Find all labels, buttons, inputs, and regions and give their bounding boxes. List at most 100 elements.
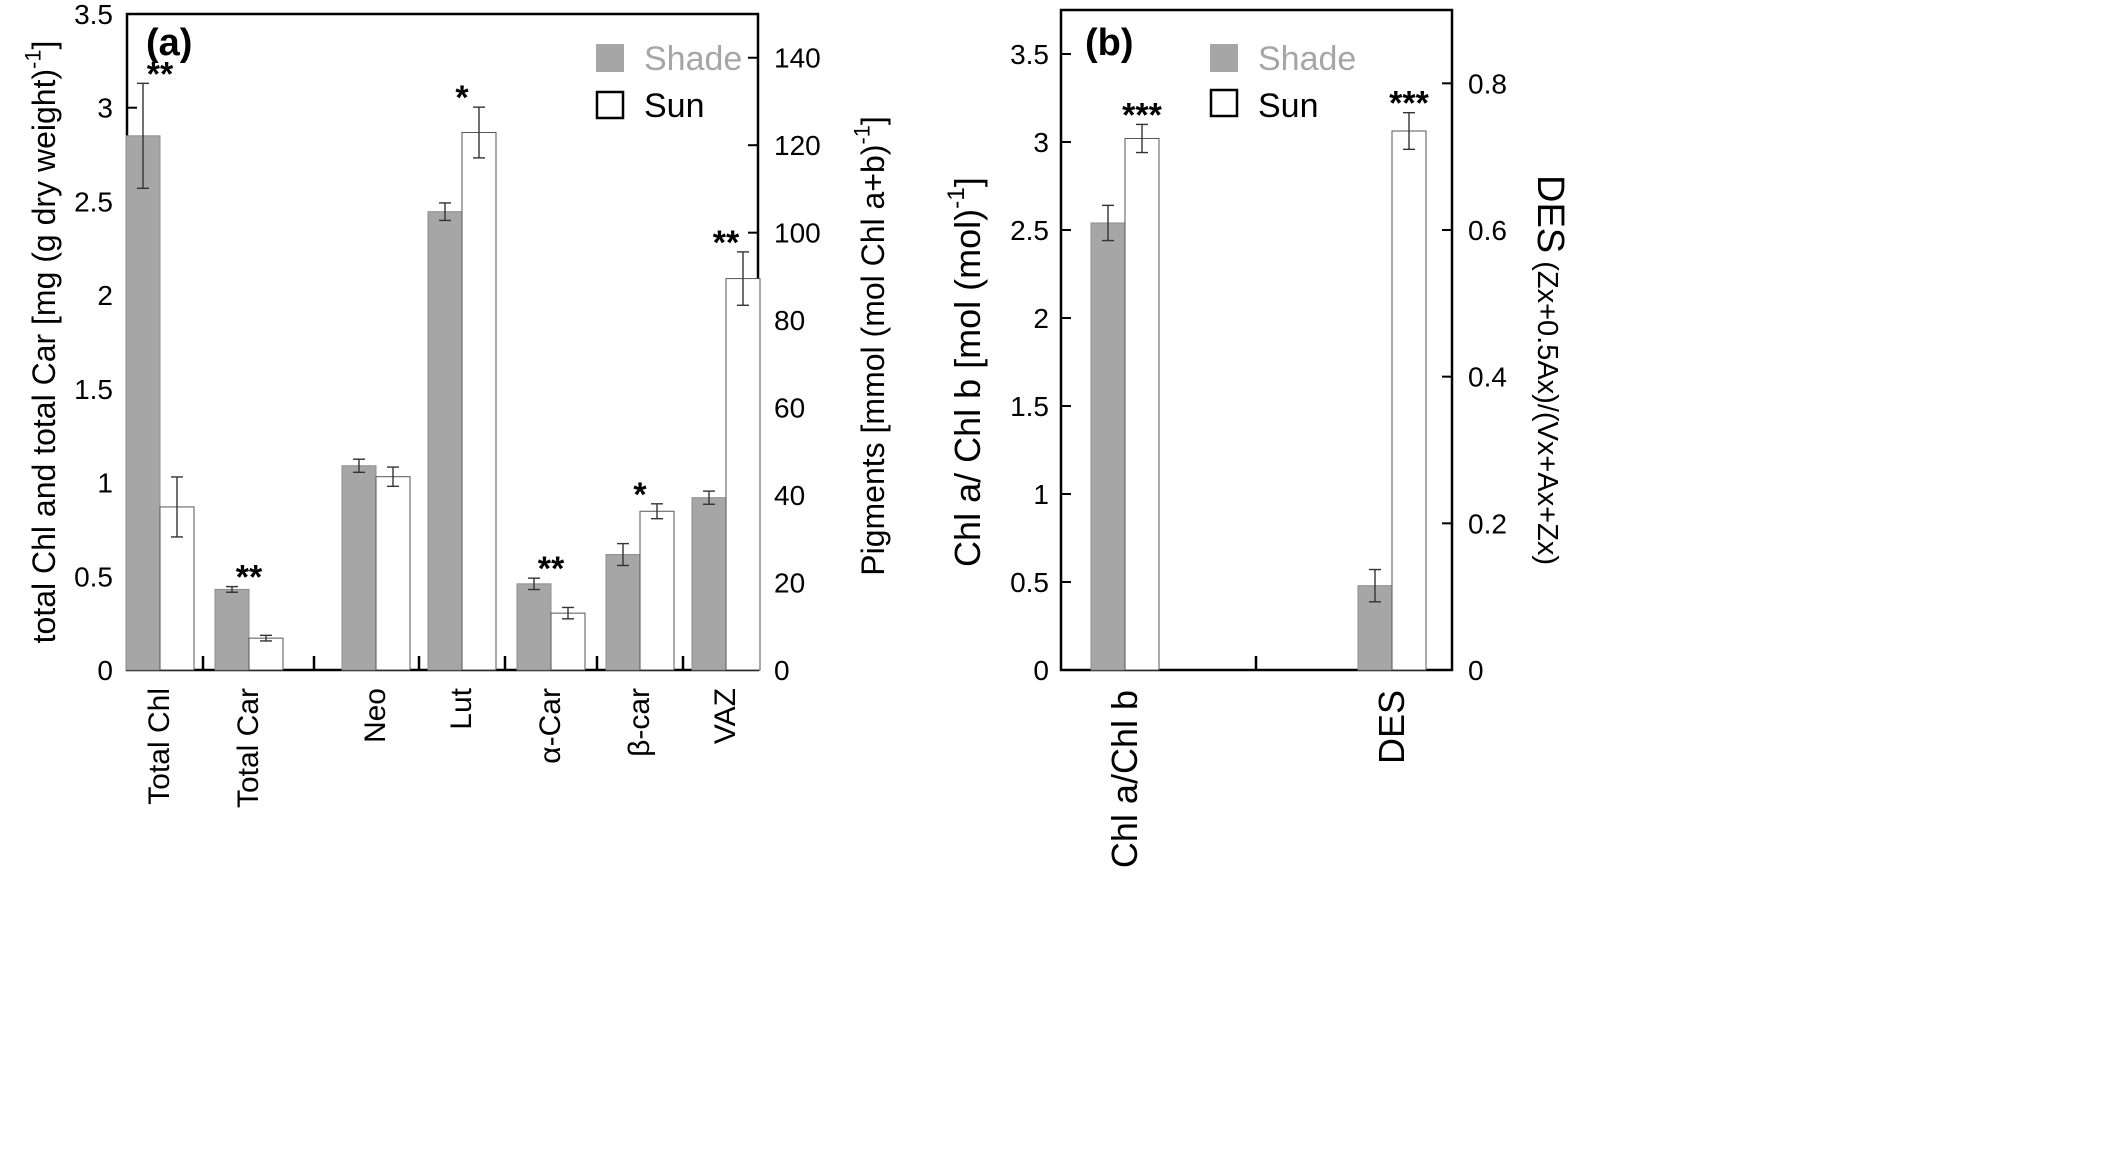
panel-a-x-tick-label: Lut — [445, 687, 478, 729]
panel-a-left-tick-label: 2.5 — [74, 186, 113, 217]
panel-a-right-tick-label: 100 — [774, 218, 821, 249]
panel-b-right-tick-label: 0.6 — [1468, 215, 1507, 246]
panel-a-left-axis-label-close: ] — [26, 41, 62, 50]
panel-a-right-tick-label: 80 — [774, 305, 805, 336]
bar-sun-β-car — [639, 510, 675, 671]
panel-b-left-axis-label-main: Chl a/ Chl b [mol (mol) — [947, 209, 988, 567]
panel-a-right-axis-label-superscript: -1 — [850, 125, 875, 144]
panel-a-left-tick-label: 3 — [97, 93, 113, 124]
panel-a-legend-shade-label: Shade — [644, 40, 742, 78]
bar-sun-Lut — [461, 132, 497, 671]
panel-a-legend-sun-swatch — [595, 90, 625, 120]
panel-b-significance-Chl a/Chl b: *** — [1122, 96, 1162, 134]
bar-shade-α-Car — [516, 583, 552, 671]
panel-b-left-tick-label: 0.5 — [1010, 567, 1049, 598]
panel-a-left-axis-label-superscript: -1 — [21, 50, 46, 69]
panel-b-left-tick-label: 2 — [1033, 303, 1049, 334]
bar-shade-Lut — [427, 211, 463, 671]
panel-b-left-tick-label: 0 — [1033, 655, 1049, 686]
bar-sun-Neo — [375, 476, 411, 671]
panel-b-x-tick-Chl a/Chl b: Chl a/Chl b — [1104, 690, 1145, 868]
panel-b-right-tick-label: 0.2 — [1468, 508, 1507, 539]
panel-b-x-tick-label: DES — [1371, 690, 1412, 764]
panel-b-right-axis-title: DES (Zx+0.5Ax)/(Vx+Ax+Zx) — [1529, 175, 1571, 565]
bar-sun-Total Car — [248, 637, 284, 671]
panel-a-x-tick-Lut: Lut — [445, 687, 478, 729]
panel-a-left-tick-label: 2 — [97, 280, 113, 311]
panel-b-left-tick-label: 3.5 — [1010, 39, 1049, 70]
panel-a-x-tick-Total Chl: Total Chl — [143, 688, 176, 805]
panel-a-x-tick-VAZ: VAZ — [709, 688, 742, 744]
panel-a-right-tick-label: 20 — [774, 568, 805, 599]
panel-a-left-axis-label-main: total Chl and total Car [mg (g dry weigh… — [26, 69, 62, 643]
panel-a-significance-β-car: * — [633, 476, 647, 514]
panel-a-left-axis-label: total Chl and total Car [mg (g dry weigh… — [21, 41, 62, 644]
panel-a-left-tick-label: 1 — [97, 468, 113, 499]
panel-b-x-tick-label: Chl a/Chl b — [1104, 690, 1145, 868]
panel-a-left-tick-label: 0 — [97, 655, 113, 686]
panel-a-left-axis-title: total Chl and total Car [mg (g dry weigh… — [21, 41, 62, 644]
panel-a-significance-Total Chl: ** — [147, 55, 174, 93]
panel-b-significance-DES: *** — [1389, 85, 1429, 123]
panel-a-x-tick-label: β-car — [623, 688, 656, 757]
panel-a-x-tick-Neo: Neo — [359, 688, 392, 743]
bar-shade-Total Car — [214, 588, 250, 671]
panel-a-x-tick-label: Neo — [359, 688, 392, 743]
panel-a-right-tick-label: 60 — [774, 393, 805, 424]
panel-a-label: (a) — [146, 22, 192, 64]
panel-b-legend-sun-swatch — [1209, 88, 1239, 118]
panel-a-right-axis-label: Pigments [mmol (mol Chl a+b)-1] — [850, 116, 891, 575]
panel-a-legend-sun-label: Sun — [644, 87, 705, 125]
panel-a-significance-VAZ: ** — [713, 224, 740, 262]
panel-b-right-axis-label-suffix: (Zx+0.5Ax)/(Vx+Ax+Zx) — [1531, 253, 1563, 565]
panel-b-legend-shade-swatch — [1210, 44, 1238, 72]
bar-sun-DES — [1391, 130, 1427, 671]
panel-a-significance-Total Car: ** — [236, 559, 263, 597]
panel-b-left-tick-label: 2.5 — [1010, 215, 1049, 246]
bar-sun-Chl a/Chl b — [1124, 137, 1160, 671]
panel-a-x-tick-label: VAZ — [709, 688, 742, 744]
panel-b-right-axis-label-main: DES — [1529, 175, 1571, 253]
panel-b-right-tick-label: 0.4 — [1468, 362, 1507, 393]
panel-a-right-tick-label: 0 — [774, 655, 790, 686]
panel-b-left-axis-label-superscript: -1 — [943, 187, 970, 209]
bar-shade-VAZ — [691, 497, 727, 671]
panel-a-significance-α-Car: ** — [538, 550, 565, 588]
panel-b-left-tick-label: 1.5 — [1010, 391, 1049, 422]
panel-a-left-tick-label: 3.5 — [74, 0, 113, 30]
bar-sun-α-Car — [550, 612, 586, 671]
panel-a-legend-shade-swatch — [596, 44, 624, 72]
panel-b-left-tick-label: 1 — [1033, 479, 1049, 510]
panel-a-x-tick-label: α-Car — [534, 688, 567, 764]
panel-b-left-axis-label: Chl a/ Chl b [mol (mol)-1] — [943, 177, 988, 567]
panel-b-x-tick-DES: DES — [1371, 690, 1412, 764]
panel-a-right-tick-label: 120 — [774, 130, 821, 161]
panel-b-left-axis-label-close: ] — [947, 177, 988, 187]
panel-a-right-tick-label: 40 — [774, 480, 805, 511]
bar-shade-β-car — [605, 554, 641, 671]
panel-b-label: (b) — [1085, 22, 1134, 64]
panel-a-left-tick-label: 1.5 — [74, 374, 113, 405]
panel-a-right-axis-label-close: ] — [855, 116, 891, 125]
panel-a-x-tick-label: Total Chl — [143, 688, 176, 805]
panel-a-right-tick-label: 140 — [774, 43, 821, 74]
panel-b-left-axis-title: Chl a/ Chl b [mol (mol)-1] — [943, 177, 988, 567]
panel-b-right-tick-label: 0 — [1468, 655, 1484, 686]
bar-shade-Chl a/Chl b — [1090, 222, 1126, 671]
panel-b-right-tick-label: 0.8 — [1468, 68, 1507, 99]
panel-a-x-tick-Total Car: Total Car — [232, 688, 265, 808]
bar-sun-VAZ — [725, 278, 761, 671]
panel-a-x-tick-α-Car: α-Car — [534, 688, 567, 764]
panel-b-legend-shade-label: Shade — [1258, 40, 1356, 78]
panel-a-right-axis-label-main: Pigments [mmol (mol Chl a+b) — [855, 145, 891, 576]
panel-b-left-tick-label: 3 — [1033, 127, 1049, 158]
panel-a-right-axis-title: Pigments [mmol (mol Chl a+b)-1] — [850, 116, 891, 575]
panel-b-right-axis-label: DES (Zx+0.5Ax)/(Vx+Ax+Zx) — [1529, 175, 1571, 565]
bar-shade-Total Chl — [125, 135, 161, 671]
panel-a-left-tick-label: 0.5 — [74, 561, 113, 592]
panel-a-significance-Lut: * — [455, 79, 469, 117]
panel-b-legend-sun-label: Sun — [1258, 87, 1319, 125]
bar-shade-Neo — [341, 465, 377, 671]
panel-a-x-tick-β-car: β-car — [623, 688, 656, 757]
